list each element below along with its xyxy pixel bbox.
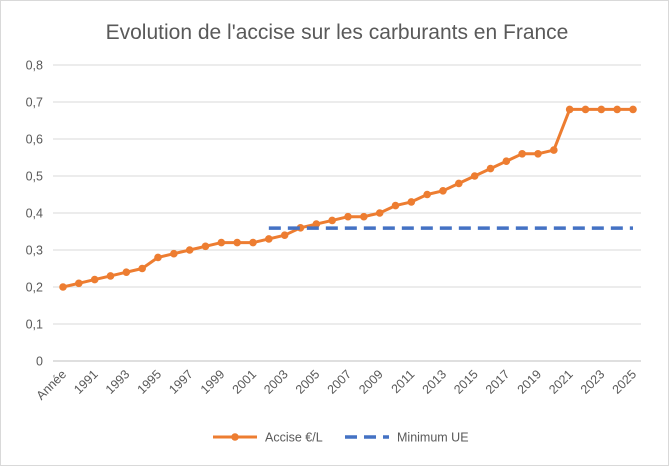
legend-label-1: Accise €/L [265,431,323,445]
data-point [613,105,621,114]
x-tick-label: 2023 [578,367,608,397]
y-tick-label: 0,8 [26,59,43,73]
y-tick-label: 0,6 [26,133,43,147]
data-point [470,172,479,180]
data-point [486,164,495,173]
data-point [565,105,574,114]
data-point [75,279,83,288]
gridlines [53,64,641,362]
x-tick-label: 2013 [420,367,450,397]
series-lines [59,105,637,291]
x-tick-label: 2009 [356,367,386,397]
x-tick-label: 2003 [261,367,291,397]
y-tick-label: 0 [36,355,43,369]
data-point [106,272,115,280]
x-axis-tick-labels: Année 1991 1993 1995 1997 1999 2001 2003 2005 200… [34,367,639,402]
data-point [185,246,194,254]
y-tick-label: 0,4 [26,207,43,221]
data-point [455,179,463,188]
data-point [550,146,558,154]
y-tick-label: 0,2 [26,281,43,295]
data-point [90,275,99,284]
data-point [597,105,606,114]
x-tick-label: 1993 [103,367,133,397]
data-point [170,249,178,258]
data-point [581,105,590,114]
legend-marker [231,433,239,441]
x-tick-label: Année [34,367,69,402]
x-tick-label: 1997 [166,367,196,397]
chart-title: Evolution de l'accise sur les carburants… [106,21,569,44]
y-tick-label: 0,5 [26,170,43,184]
data-point [344,212,352,221]
data-point [138,264,146,273]
x-tick-label: 2001 [230,367,260,397]
data-point [518,150,526,158]
x-tick-label: 2021 [546,367,576,397]
y-tick-label: 0,1 [26,318,43,332]
data-point [423,190,431,199]
x-tick-label: 1991 [71,367,101,397]
x-tick-label: 2025 [610,367,640,397]
y-axis-tick-labels: 0 0,1 0,2 0,3 0,4 0,5 0,6 0,7 0,8 [26,59,43,369]
data-point [217,238,226,247]
data-point [360,212,368,221]
legend: Accise €/L Minimum UE [213,431,469,445]
x-tick-label: 2019 [515,367,545,397]
x-tick-label: 2005 [293,367,323,397]
y-tick-label: 0,3 [26,244,43,258]
x-tick-label: 2007 [325,367,355,397]
data-point [375,209,384,217]
data-point [201,242,210,251]
data-point [502,157,511,165]
data-point [534,150,542,158]
data-point [629,105,637,114]
data-point [439,187,447,195]
data-point [265,235,273,243]
series-line-1 [61,107,635,289]
x-tick-label: 1995 [135,367,165,397]
x-tick-label: 2017 [483,367,513,397]
data-point [249,238,257,247]
data-point [407,198,416,206]
x-tick-label: 2011 [389,367,418,396]
x-tick-label: 1999 [198,367,228,397]
data-point [280,231,289,239]
data-point [59,283,67,291]
data-point [154,253,162,262]
x-tick-label: 2015 [451,367,481,397]
data-point [328,216,336,225]
data-point [233,238,241,247]
data-point [122,268,131,277]
legend-label-2: Minimum UE [397,431,469,445]
data-point [391,201,400,210]
data-point [312,220,321,228]
y-tick-label: 0,7 [26,96,43,110]
